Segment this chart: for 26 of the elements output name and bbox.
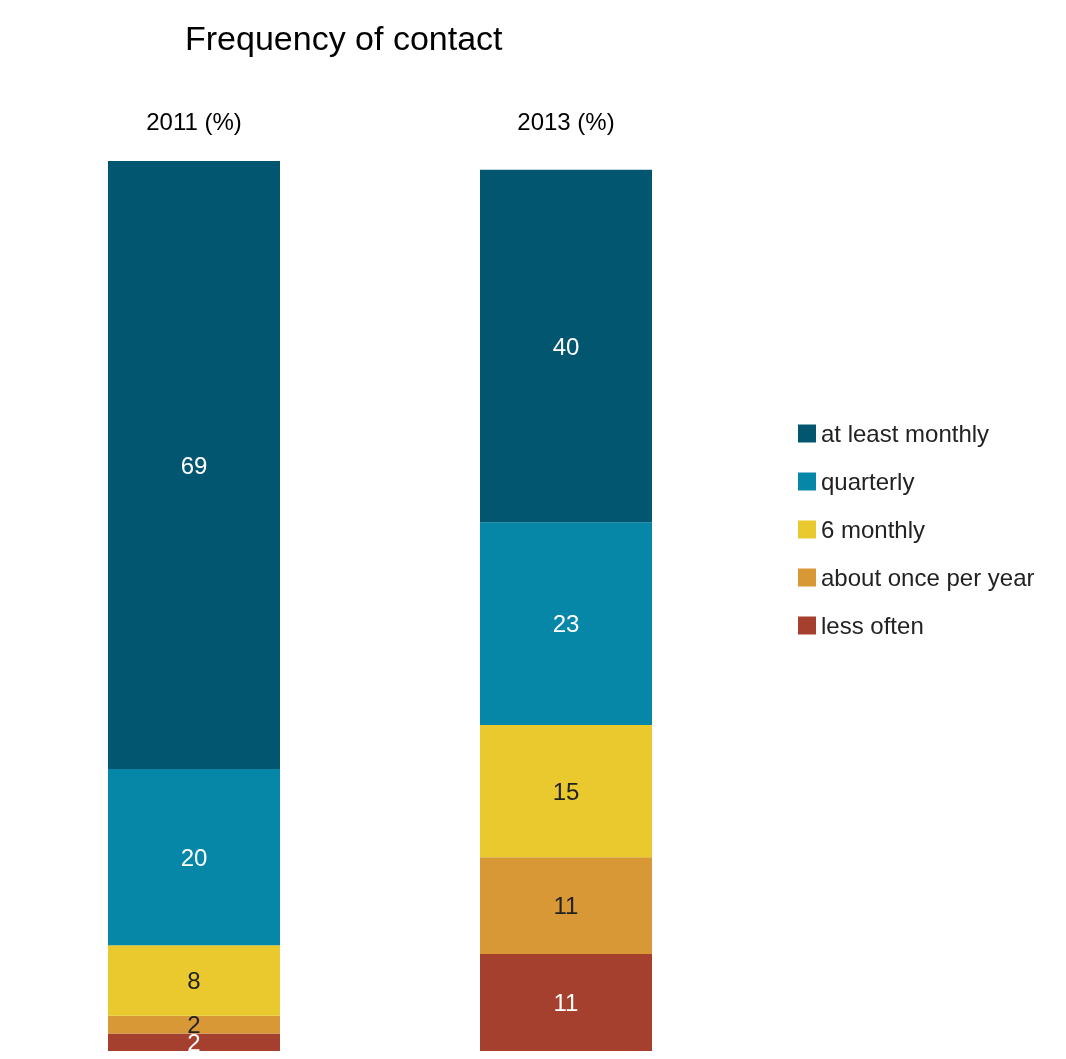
bar [480, 724, 652, 858]
chart-title: Frequency of contact [185, 19, 504, 57]
bar [108, 1033, 280, 1051]
bar [108, 945, 280, 1016]
bar [480, 522, 652, 725]
bar [480, 169, 652, 523]
legend-label: about once per year [821, 564, 1035, 591]
data-label: 23 [552, 610, 580, 638]
x-tick-label: 2011 (%) [146, 107, 242, 135]
x-tick-label: 2013 (%) [517, 107, 615, 135]
legend-label: less often [821, 612, 924, 639]
data-label: 20 [180, 843, 208, 871]
bar [108, 769, 280, 946]
data-label: 15 [552, 777, 580, 805]
bar [480, 857, 652, 955]
bar [108, 1015, 280, 1034]
legend-label: quarterly [821, 468, 915, 495]
bar [480, 954, 652, 1051]
legend-label: 6 monthly [821, 516, 926, 543]
data-label: 11 [553, 892, 579, 920]
legend-label: at least monthly [821, 420, 990, 447]
bar [108, 161, 280, 770]
data-label: 11 [553, 989, 579, 1017]
data-label: 8 [187, 967, 201, 995]
data-label: 69 [180, 451, 208, 479]
data-label: 40 [552, 332, 580, 360]
